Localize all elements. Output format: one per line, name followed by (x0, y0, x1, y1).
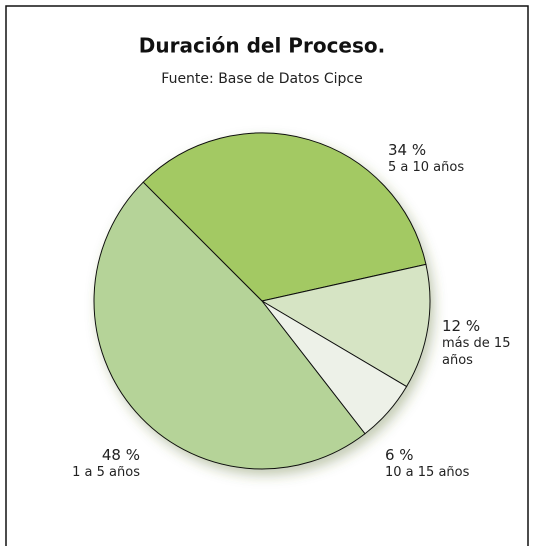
chart-title: Duración del Proceso. (139, 34, 385, 58)
frame (5, 5, 529, 546)
category-label: 1 a 5 años (72, 465, 140, 480)
value-label: 12 % (442, 317, 481, 335)
category-label: más de 15 años (442, 336, 511, 368)
value-label: 48 % (101, 446, 140, 464)
value-label: 6 % (385, 446, 414, 464)
pie-slice (142, 132, 427, 302)
value-label: 34 % (388, 141, 427, 159)
slice-label: 48 % 1 a 5 años (40, 447, 140, 481)
category-label: 5 a 10 años (388, 160, 465, 175)
pie-slice (260, 263, 431, 388)
slice-label: 34 % 5 a 10 años (388, 142, 498, 176)
chart-subtitle: Fuente: Base de Datos Cipce (161, 71, 362, 87)
pie (93, 132, 431, 470)
pie-slice (93, 181, 366, 470)
category-label: 10 a 15 años (385, 465, 470, 480)
slice-label: 12 % más de 15 años (442, 318, 512, 369)
slice-label: 6 % 10 a 15 años (385, 447, 495, 481)
